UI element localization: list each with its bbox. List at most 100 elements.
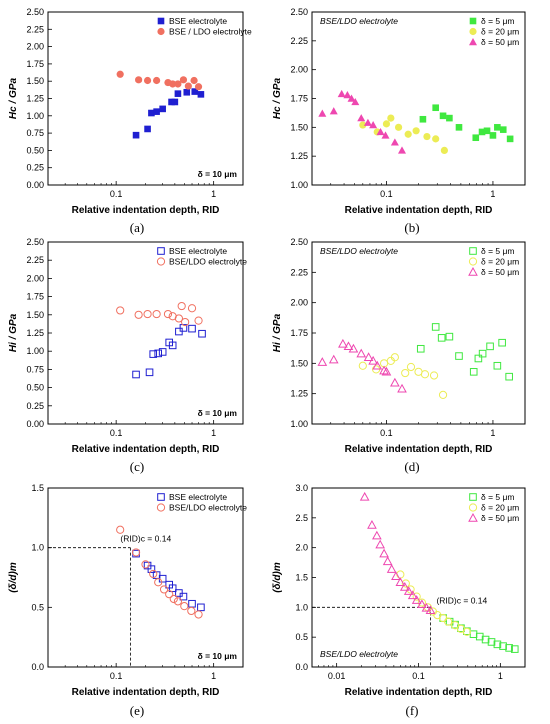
y-tick-label: 2.50 [26,237,44,247]
data-point [472,134,480,142]
panel-caption: (e) [130,703,144,718]
data-point [194,83,203,91]
y-tick-label: 1.00 [290,419,308,429]
data-point [180,602,189,611]
series-1 [358,353,448,399]
data-point [444,617,453,626]
y-tick-label: 2.00 [26,42,44,52]
data-point [328,354,339,364]
data-point [397,383,407,393]
data-point [437,334,446,342]
data-point [469,368,478,376]
data-point [417,598,426,607]
legend-label: BSE electrolyte [169,246,227,256]
data-point [493,640,502,649]
data-point [159,585,169,594]
series-0 [416,323,513,381]
data-point [153,76,161,85]
data-point [149,350,158,358]
data-point [116,70,124,78]
data-point [429,371,439,380]
data-point [420,370,430,379]
x-tick-label: 0.1 [110,189,123,199]
panel-d: 1.00 1.25 1.50 1.75 2.00 2.25 2.50 0.1 1 Relative… [272,237,526,474]
panel-caption: (f) [406,703,419,718]
y-tick-label: 2.00 [26,273,44,283]
data-point [144,125,151,133]
data-point [439,613,448,623]
y-tick-label: 0.5 [295,632,308,642]
data-point [168,584,177,593]
y-tick-label: 2.25 [26,24,44,34]
data-point [487,638,496,646]
data-point [379,548,389,558]
data-point [493,361,502,370]
y-tick-label: 1.5 [31,483,44,493]
data-point [483,127,491,135]
y-tick-label: 0.25 [26,163,44,173]
data-point [462,627,471,636]
data-point [416,344,425,353]
y-tick-label: 1.00 [290,180,308,190]
plot-frame [47,241,244,425]
data-point [174,314,183,323]
y-tick-label: 1.50 [290,358,308,368]
y-tick-label: 1.50 [26,310,44,320]
panel-f: 0.0 0.5 1.0 1.5 2.0 2.5 3.0 0.01 0.1 1 Relative in… [272,483,526,718]
data-point [343,341,354,351]
legend-marker [157,27,165,36]
y-tick-label: 2.25 [290,36,308,46]
x-tick-label: 1 [490,428,495,438]
data-point [367,519,377,529]
panel-annotation: BSE/LDO electrolyte [320,649,398,659]
data-point [423,132,431,141]
legend-marker [468,512,478,522]
data-point [451,621,460,630]
data-point [147,565,156,573]
data-point [174,90,182,97]
data-point [412,592,421,601]
data-point [116,525,125,534]
series-1 [116,525,203,619]
data-point [188,599,196,608]
data-point [169,594,178,604]
data-point [390,353,399,362]
data-point [403,586,414,595]
data-point [506,135,514,143]
y-tick-label: 2.50 [290,237,308,247]
data-point [145,368,154,377]
data-point [337,89,346,98]
y-tick-label: 1.75 [26,292,44,302]
data-point [391,571,401,581]
data-point [148,109,155,117]
series-0 [132,88,205,139]
data-point [379,365,389,375]
data-point [318,109,327,117]
data-point [401,579,410,588]
legend-label: BSE / LDO electrolyte [169,27,252,37]
data-point [347,94,356,102]
legend-marker [156,257,166,266]
rid-c-label: (RID)c = 0.14 [436,595,487,605]
data-point [116,306,125,315]
panel-a: 0.00 0.25 0.50 0.75 1.00 1.25 1.50 1.75 2.00 2.25… [8,7,252,235]
legend-marker [469,27,477,36]
y-tick-label: 0.50 [26,383,44,393]
data-point [478,349,487,358]
data-point [446,114,453,122]
y-tick-label: 1.50 [290,122,308,132]
data-point [411,595,422,604]
data-point [505,372,513,381]
y-axis-label: Hi / GPa [8,313,19,352]
legend-label: δ = 50 μm [481,37,519,47]
y-tick-label: 0.0 [295,662,308,672]
series-2 [359,491,436,615]
x-axis-label: Relative indentation depth, RID [72,205,220,216]
y-tick-label: 1.75 [290,94,308,104]
legend-label: BSE/LDO electrolyte [169,257,247,267]
data-point [432,135,440,143]
data-point [439,112,447,120]
data-point [445,332,454,341]
data-point [417,599,427,609]
data-point [498,338,506,347]
